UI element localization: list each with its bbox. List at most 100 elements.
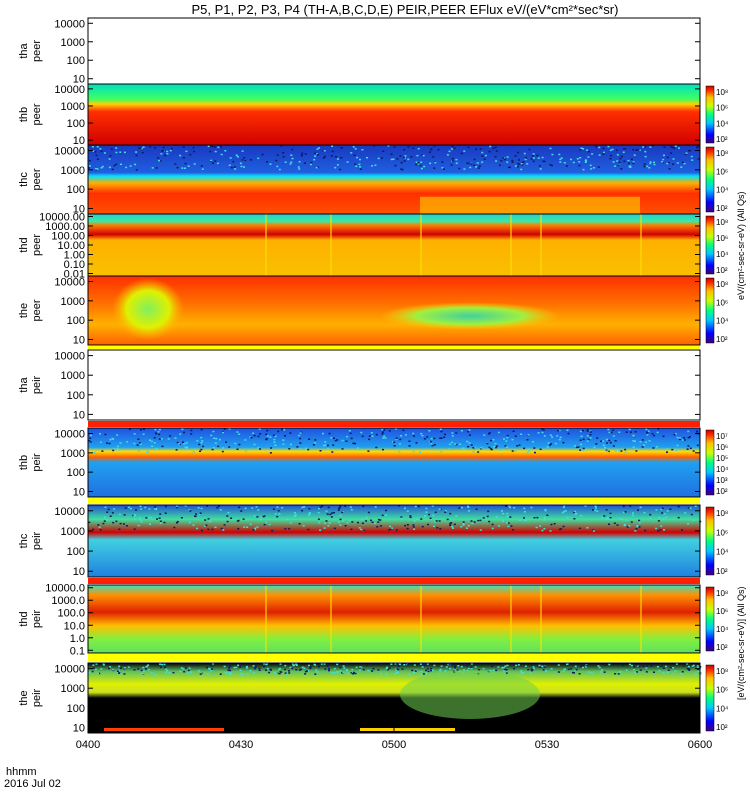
noise-speck xyxy=(498,164,501,166)
noise-speck xyxy=(657,428,660,430)
noise-speck xyxy=(486,442,489,445)
noise-speck xyxy=(490,448,493,451)
noise-speck xyxy=(164,666,167,668)
noise-speck xyxy=(238,433,241,435)
noise-speck xyxy=(112,668,115,671)
noise-speck xyxy=(687,430,690,433)
noise-speck xyxy=(696,146,699,149)
noise-speck xyxy=(631,514,634,517)
noise-speck xyxy=(309,666,312,668)
noise-speck xyxy=(135,154,138,157)
noise-speck xyxy=(543,435,546,437)
noise-speck xyxy=(550,523,553,526)
noise-speck xyxy=(605,438,608,441)
noise-speck xyxy=(304,673,307,675)
noise-speck xyxy=(625,147,627,150)
noise-speck xyxy=(151,167,154,169)
noise-speck xyxy=(643,163,646,165)
noise-speck xyxy=(600,440,603,442)
noise-speck xyxy=(270,447,273,449)
noise-speck xyxy=(142,666,145,669)
noise-speck xyxy=(119,151,122,153)
noise-speck xyxy=(336,663,339,666)
noise-speck xyxy=(673,433,676,436)
noise-speck xyxy=(155,167,158,169)
noise-speck xyxy=(140,147,143,150)
noise-speck xyxy=(467,146,470,149)
x-caption-date: 2016 Jul 02 xyxy=(4,778,61,790)
plasma-feature xyxy=(420,196,640,214)
noise-speck xyxy=(199,673,202,675)
noise-speck xyxy=(124,507,127,509)
noise-speck xyxy=(447,663,450,666)
y-tick-label: 1000 xyxy=(61,165,85,177)
noise-speck xyxy=(458,167,461,170)
noise-speck xyxy=(621,664,624,667)
noise-speck xyxy=(589,437,592,439)
noise-speck xyxy=(183,671,186,673)
noise-speck xyxy=(88,663,91,665)
noise-speck xyxy=(372,668,375,670)
noise-speck xyxy=(226,515,229,517)
noise-speck xyxy=(385,667,388,670)
noise-speck xyxy=(309,667,312,670)
noise-speck xyxy=(632,440,635,442)
noise-speck xyxy=(257,509,260,511)
noise-speck xyxy=(532,441,535,443)
noise-speck xyxy=(140,521,143,523)
noise-speck xyxy=(150,672,153,674)
colorbar-tick-label: 10⁶ xyxy=(716,686,728,695)
y-tick-label: 10000.0 xyxy=(45,583,85,595)
colorbar-tick-label: 10⁷ xyxy=(716,432,728,441)
noise-speck xyxy=(619,518,622,520)
noise-speck xyxy=(658,670,661,672)
noise-speck xyxy=(328,522,331,524)
noise-speck xyxy=(420,161,423,163)
noise-speck xyxy=(101,450,104,452)
noise-speck xyxy=(273,441,276,443)
noise-speck xyxy=(671,448,674,451)
noise-speck xyxy=(214,150,217,153)
noise-speck xyxy=(536,154,539,157)
noise-speck xyxy=(349,506,352,508)
noise-speck xyxy=(158,428,161,431)
noise-speck xyxy=(339,524,342,526)
noise-speck xyxy=(354,163,357,165)
noise-speck xyxy=(385,509,387,512)
noise-speck xyxy=(379,519,382,521)
noise-speck xyxy=(182,441,184,443)
noise-speck xyxy=(153,442,156,444)
noise-speck xyxy=(228,667,231,669)
noise-speck xyxy=(339,670,342,672)
noise-speck xyxy=(155,507,158,510)
noise-speck xyxy=(413,520,416,522)
panel-frame xyxy=(87,275,701,346)
noise-speck xyxy=(657,530,660,532)
noise-speck xyxy=(409,516,412,519)
noise-speck xyxy=(187,669,190,672)
noise-speck xyxy=(522,672,525,674)
noise-speck xyxy=(625,431,628,433)
noise-speck xyxy=(563,505,566,507)
noise-speck xyxy=(113,448,115,450)
noise-speck xyxy=(619,157,622,160)
noise-speck xyxy=(582,447,585,450)
noise-speck xyxy=(371,670,374,672)
noise-speck xyxy=(223,665,226,668)
spectrogram-thb-peer xyxy=(88,84,700,145)
noise-speck xyxy=(147,450,150,453)
x-tick-label: 0600 xyxy=(688,739,712,751)
noise-speck xyxy=(439,668,442,671)
noise-speck xyxy=(637,509,639,511)
colorbar-scale xyxy=(705,429,715,496)
noise-speck xyxy=(670,145,673,148)
noise-speck xyxy=(252,432,255,434)
noise-speck xyxy=(235,666,238,669)
noise-speck xyxy=(230,166,233,169)
noise-speck xyxy=(623,160,626,163)
noise-speck xyxy=(697,158,700,160)
noise-speck xyxy=(672,672,675,675)
noise-speck xyxy=(354,672,357,675)
